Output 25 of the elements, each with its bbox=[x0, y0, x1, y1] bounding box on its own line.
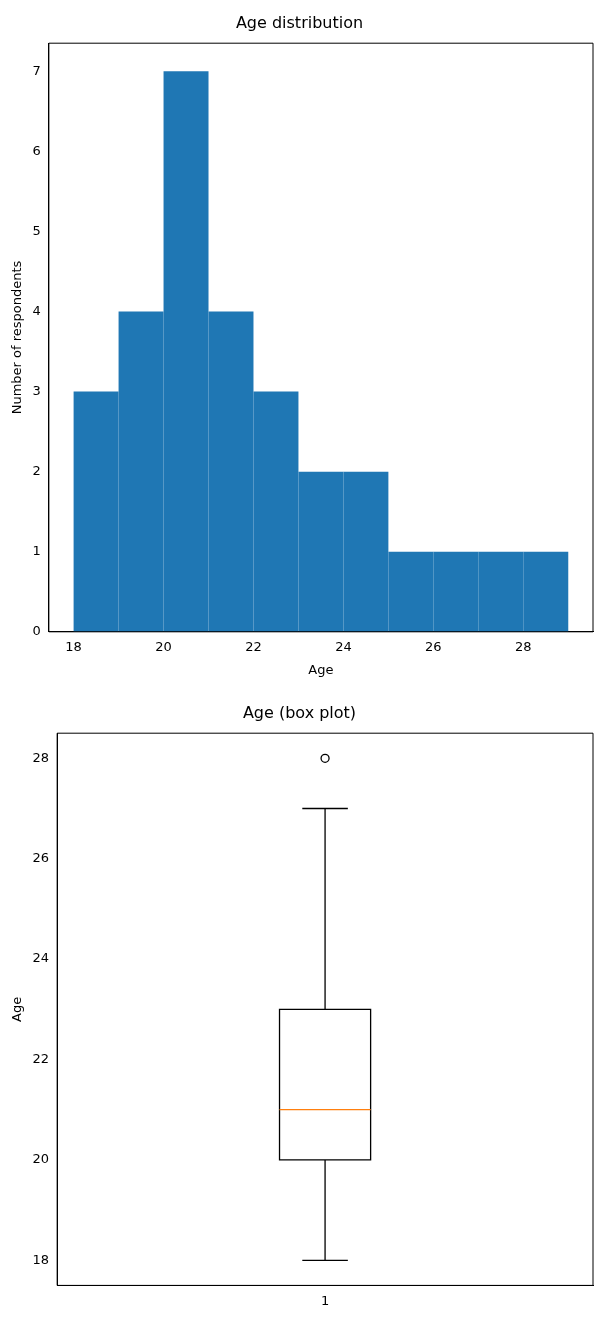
y-axis-title: Age bbox=[9, 996, 25, 1022]
y-tick-label: 28 bbox=[32, 749, 50, 765]
y-tick-label: 2 bbox=[32, 463, 41, 479]
x-tick-label: 18 bbox=[65, 638, 82, 654]
y-tick-label: 6 bbox=[32, 142, 41, 158]
y-tick-label: 1 bbox=[32, 543, 41, 559]
y-tick-label: 0 bbox=[32, 623, 41, 639]
y-tick-label: 7 bbox=[32, 62, 41, 78]
chart-title: Age (box plot) bbox=[242, 702, 357, 722]
y-tick-label: 20 bbox=[32, 1151, 50, 1167]
y-tick-label: 24 bbox=[32, 950, 50, 966]
x-tick-label: 20 bbox=[155, 638, 172, 654]
y-tick-label: 26 bbox=[32, 850, 50, 866]
x-tick-label: 22 bbox=[245, 638, 262, 654]
y-tick-label: 22 bbox=[32, 1050, 50, 1066]
y-axis-title: Number of respondents bbox=[9, 260, 25, 415]
x-tick-label: 26 bbox=[425, 638, 442, 654]
chart-title: Age distribution bbox=[235, 12, 364, 32]
x-tick-label: 24 bbox=[335, 638, 352, 654]
y-tick-label: 4 bbox=[32, 302, 41, 318]
x-tick-label: 28 bbox=[515, 638, 532, 654]
y-tick-label: 3 bbox=[32, 382, 41, 398]
y-tick-label: 5 bbox=[32, 222, 41, 238]
y-tick-label: 18 bbox=[32, 1251, 50, 1267]
x-axis-title: Age bbox=[308, 661, 334, 677]
